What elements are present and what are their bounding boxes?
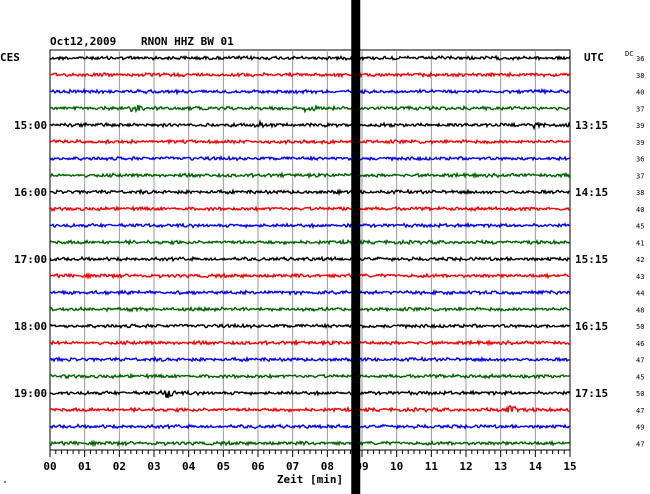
dc-value: 47 [636, 407, 644, 415]
trace-line [49, 171, 571, 180]
trace-line [49, 423, 571, 430]
x-tick-label: 14 [529, 460, 543, 473]
right-time-label: 13:15 [575, 119, 608, 132]
dc-value: 40 [636, 89, 644, 97]
right-time-label: 15:15 [575, 253, 608, 266]
dc-value: 43 [636, 273, 644, 281]
x-tick-label: 13 [494, 460, 507, 473]
x-tick-label: 11 [425, 460, 439, 473]
trace-line [49, 70, 571, 79]
trace-line [49, 155, 571, 162]
dc-value: 40 [636, 206, 644, 214]
trace-line [49, 188, 571, 197]
dc-value: 50 [636, 390, 644, 398]
dc-value: 48 [636, 306, 644, 314]
trace-line [49, 439, 571, 448]
x-tick-label: 03 [147, 460, 160, 473]
dc-value: 41 [636, 239, 644, 247]
dc-value: 44 [636, 290, 644, 298]
x-tick-label: 01 [78, 460, 92, 473]
dc-value: 47 [636, 440, 644, 448]
dc-value: 45 [636, 373, 644, 381]
right-time-label: 17:15 [575, 387, 608, 400]
station-label: RNON HHZ BW 01 [141, 35, 234, 48]
trace-line [49, 138, 571, 146]
trace-line [50, 87, 571, 96]
trace-line [49, 238, 571, 246]
x-tick-label: 00 [43, 460, 56, 473]
x-tick-label: 15 [563, 460, 576, 473]
dc-value: 50 [636, 323, 644, 331]
x-tick-label: 05 [217, 460, 230, 473]
x-tick-label: 12 [459, 460, 472, 473]
dc-value: 37 [636, 172, 644, 180]
left-zone-label: CES [0, 51, 20, 64]
trace-line [49, 221, 571, 230]
dc-value: 47 [636, 357, 644, 365]
trace-line [49, 322, 571, 330]
dc-value: 49 [636, 424, 644, 432]
dc-header-label: DC [625, 50, 633, 58]
left-time-label: 17:00 [14, 253, 47, 266]
x-tick-label: 10 [390, 460, 403, 473]
left-time-label: 18:00 [14, 320, 47, 333]
right-zone-label: UTC [584, 51, 604, 64]
dc-value: 38 [636, 72, 644, 80]
trace-line [49, 288, 571, 297]
left-time-labels: 15:00 16:00 17:00 18:00 19:00 [14, 119, 47, 400]
dc-values: 36 38 40 37 39 39 36 37 38 40 45 41 42 43 44 48 50 46 47 45… [636, 55, 644, 448]
dc-value: 45 [636, 223, 644, 231]
right-time-label: 16:15 [575, 320, 608, 333]
x-tick-label: 06 [251, 460, 265, 473]
x-tick-label: 08 [321, 460, 334, 473]
trace-line [49, 255, 571, 263]
left-time-label: 15:00 [14, 119, 47, 132]
trace-line [49, 372, 571, 380]
vertical-spike-bar [351, 0, 361, 494]
left-time-label: 19:00 [14, 387, 47, 400]
dc-value: 36 [636, 55, 644, 63]
left-time-label: 16:00 [14, 186, 47, 199]
dc-value: 39 [636, 122, 644, 130]
trace-line [49, 119, 571, 131]
trace-line [49, 54, 571, 62]
x-tick-label: 02 [113, 460, 126, 473]
dc-value: 36 [636, 156, 644, 164]
seismogram-traces [49, 54, 571, 448]
right-time-label: 14:15 [575, 186, 608, 199]
trace-line [49, 205, 571, 213]
x-tick-label: 04 [182, 460, 196, 473]
dc-value: 46 [636, 340, 644, 348]
footer-mark: " [3, 480, 7, 488]
dc-value: 38 [636, 189, 644, 197]
trace-line [49, 104, 571, 114]
right-time-labels: 13:15 14:15 15:15 16:15 17:15 [575, 119, 608, 400]
date-label: Oct12,2009 [50, 35, 116, 48]
x-tick-label: 07 [286, 460, 299, 473]
trace-line [49, 355, 571, 364]
trace-line [49, 305, 571, 313]
trace-line [49, 338, 571, 347]
dc-value: 37 [636, 105, 644, 113]
trace-line [49, 389, 571, 399]
x-axis: 00 01 02 03 04 05 06 07 08 09 10 11 12 13 14 15 [43, 450, 577, 473]
minute-gridlines [84, 50, 536, 450]
dc-value: 42 [636, 256, 644, 264]
x-axis-label: Zeit [min] [277, 473, 343, 486]
trace-line [49, 404, 571, 414]
trace-line [49, 271, 571, 281]
dc-value: 39 [636, 139, 644, 147]
